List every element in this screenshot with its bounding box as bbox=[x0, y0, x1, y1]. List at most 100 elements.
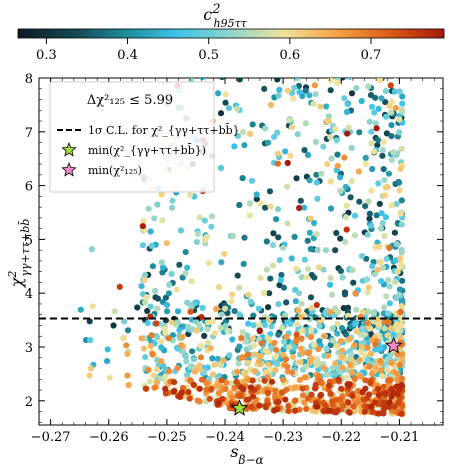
scatter-point bbox=[301, 204, 308, 211]
scatter-point bbox=[208, 223, 215, 230]
scatter-point bbox=[325, 352, 332, 359]
scatter-point bbox=[380, 138, 387, 146]
scatter-point bbox=[391, 88, 398, 95]
scatter-point bbox=[380, 166, 387, 173]
scatter-point bbox=[394, 327, 401, 334]
scatter-point bbox=[362, 203, 369, 210]
scatter-point bbox=[343, 108, 351, 116]
scatter-point bbox=[203, 379, 210, 386]
scatter-point bbox=[382, 88, 390, 95]
scatter-point bbox=[361, 331, 368, 338]
scatter-point bbox=[229, 394, 236, 401]
scatter-point bbox=[184, 299, 191, 306]
scatter-point bbox=[165, 335, 172, 342]
scatter-point bbox=[284, 318, 291, 325]
scatter-point bbox=[388, 122, 395, 129]
scatter-point bbox=[398, 197, 405, 204]
scatter-point bbox=[368, 370, 376, 377]
scatter-point bbox=[366, 363, 373, 370]
scatter-point bbox=[144, 307, 151, 314]
scatter-point bbox=[142, 354, 149, 361]
scatter-point bbox=[241, 234, 248, 241]
scatter-point bbox=[311, 219, 318, 227]
scatter-point bbox=[327, 178, 334, 185]
scatter-point bbox=[256, 376, 263, 383]
scatter-point bbox=[374, 266, 381, 273]
scatter-point bbox=[267, 366, 274, 373]
scatter-point bbox=[178, 342, 185, 349]
scatter-point bbox=[253, 191, 260, 198]
scatter-point bbox=[353, 306, 360, 313]
scatter-point bbox=[205, 260, 212, 267]
scatter-point bbox=[282, 396, 289, 403]
scatter-point bbox=[240, 260, 247, 267]
scatter-point bbox=[307, 294, 315, 301]
scatter-point bbox=[184, 264, 191, 271]
scatter-point bbox=[327, 308, 334, 315]
scatter-point bbox=[294, 131, 301, 138]
scatter-point bbox=[186, 395, 193, 402]
colorbar-title: c2 h95ττ bbox=[203, 2, 247, 30]
scatter-point bbox=[315, 264, 322, 271]
scatter-point bbox=[271, 133, 278, 141]
scatter-point bbox=[209, 371, 217, 378]
scatter-point bbox=[332, 126, 339, 133]
legend-entry-1sigma: 1σ C.L. for χ²_{γγ+ττ+bb̄} bbox=[88, 124, 240, 137]
scatter-point bbox=[231, 143, 238, 150]
scatter-point bbox=[276, 86, 283, 93]
scatter-point bbox=[333, 229, 340, 237]
scatter-point bbox=[378, 95, 385, 102]
scatter-point bbox=[286, 344, 293, 351]
scatter-point bbox=[365, 198, 372, 205]
scatter-point bbox=[271, 407, 278, 414]
scatter-point bbox=[251, 342, 258, 349]
scatter-point bbox=[154, 305, 161, 312]
scatter-point bbox=[380, 71, 386, 77]
scatter-point bbox=[304, 265, 312, 272]
scatter-point bbox=[312, 138, 319, 145]
scatter-point bbox=[275, 331, 282, 338]
scatter-point bbox=[314, 195, 321, 202]
scatter-point bbox=[342, 183, 349, 191]
scatter-point bbox=[390, 149, 397, 156]
scatter-point bbox=[266, 290, 273, 297]
scatter-point bbox=[298, 335, 305, 342]
scatter-point bbox=[276, 257, 283, 264]
scatter-point bbox=[217, 324, 224, 331]
scatter-point bbox=[291, 84, 298, 91]
scatter-point bbox=[268, 323, 275, 330]
y-axis-title: χ2γγ+ττ+bb̄ bbox=[6, 219, 32, 289]
scatter-point bbox=[219, 78, 225, 81]
scatter-point bbox=[123, 342, 130, 349]
scatter-point bbox=[256, 402, 263, 409]
scatter-point bbox=[171, 388, 178, 395]
scatter-point bbox=[240, 369, 247, 376]
min-chi2-gg-tt-bb-star bbox=[230, 399, 249, 416]
scatter-point bbox=[388, 202, 395, 209]
scatter-point bbox=[275, 234, 282, 241]
scatter-point bbox=[294, 78, 301, 81]
scatter-point bbox=[313, 231, 320, 238]
scatter-point bbox=[162, 385, 169, 392]
scatter-point bbox=[234, 272, 241, 279]
scatter-point bbox=[296, 290, 303, 297]
scatter-point bbox=[388, 156, 395, 164]
scatter-point bbox=[288, 255, 295, 262]
scatter-point bbox=[334, 151, 341, 158]
scatter-point bbox=[253, 196, 260, 203]
scatter-point bbox=[394, 351, 401, 358]
y-tick-label: 7 bbox=[25, 126, 33, 141]
scatter-point bbox=[313, 301, 320, 309]
y-tick-label: 4 bbox=[25, 287, 33, 302]
scatter-point bbox=[344, 101, 351, 108]
scatter-point bbox=[396, 187, 403, 194]
scatter-point bbox=[396, 361, 403, 368]
scatter-point bbox=[398, 261, 405, 268]
scatter-point bbox=[249, 121, 256, 128]
scatter-point bbox=[213, 383, 220, 390]
scatter-point bbox=[346, 409, 353, 416]
scatter-point bbox=[275, 301, 282, 308]
colorbar-ticks: 0.3 0.4 0.5 0.6 0.7 bbox=[36, 38, 381, 63]
scatter-point bbox=[271, 339, 278, 346]
scatter-point bbox=[337, 188, 344, 195]
